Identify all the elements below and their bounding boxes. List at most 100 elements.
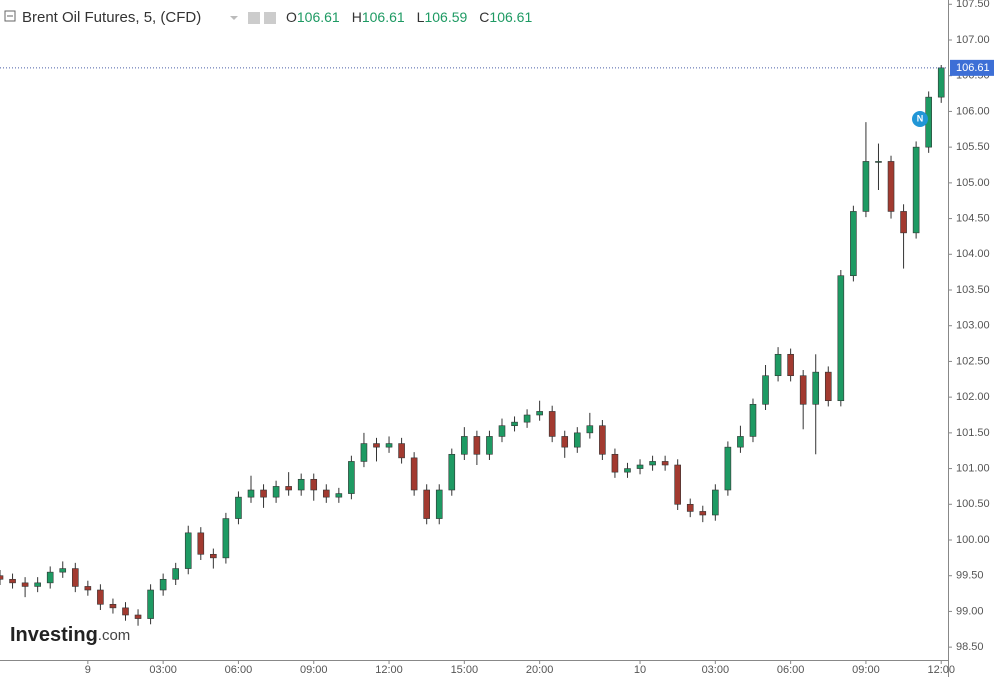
candle-body [34, 582, 41, 587]
x-tick-label: 03:00 [702, 664, 730, 676]
candle-body [573, 432, 581, 448]
candle-body [322, 489, 330, 498]
y-tick-label: 103.50 [956, 284, 990, 296]
candle-body [210, 553, 217, 559]
y-tick-label: 100.00 [956, 534, 990, 546]
candle-body [84, 586, 92, 591]
candle-body [59, 568, 67, 573]
candle-body [184, 532, 192, 569]
candle-body [774, 353, 782, 377]
candle-body [172, 568, 179, 580]
y-axis-panel [948, 0, 994, 677]
candle-body [272, 486, 280, 498]
x-tick-label: 06:00 [225, 664, 253, 676]
candle-body [611, 453, 619, 473]
candle-body [875, 161, 882, 163]
x-tick-label: 03:00 [149, 664, 177, 676]
candle-body [122, 607, 129, 616]
candle-body [548, 411, 556, 437]
x-axis-panel [0, 660, 994, 677]
candle-body [109, 603, 117, 609]
y-tick-label: 101.00 [956, 462, 990, 474]
candle-body [674, 464, 681, 505]
candle-body [712, 489, 719, 516]
candle-body [636, 464, 644, 469]
candle-body [222, 518, 230, 559]
candle-body [536, 411, 543, 416]
chart-title: Brent Oil Futures, 5, (CFD) [22, 9, 201, 26]
y-tick-label: 106.00 [956, 105, 990, 117]
candle-body [762, 375, 769, 405]
candle-body [373, 443, 380, 448]
x-tick-label: 15:00 [451, 664, 479, 676]
candle-body [46, 571, 54, 584]
candle-body [134, 614, 142, 619]
y-tick-label: 99.00 [956, 605, 984, 617]
candle-body [498, 425, 506, 437]
settings-icon[interactable] [264, 12, 276, 24]
x-tick-label: 10 [634, 664, 646, 676]
news-badge[interactable] [912, 111, 928, 127]
dropdown-icon[interactable] [230, 16, 238, 20]
candle-body [523, 414, 531, 423]
candle-body [850, 211, 857, 277]
candle-body [348, 461, 355, 494]
candle-body [561, 436, 569, 448]
candle-body [511, 421, 518, 427]
candle-body [649, 461, 656, 466]
ohlc-key: O [286, 9, 297, 25]
candle-body [21, 582, 29, 587]
candle-body [423, 489, 430, 519]
candle-body [787, 353, 794, 377]
candle-body [285, 486, 292, 491]
collapse-icon[interactable] [4, 10, 16, 22]
x-tick-label: 09:00 [300, 664, 328, 676]
candle-body [297, 478, 305, 491]
plot-area [0, 65, 948, 626]
ohlc-value: 106.61 [362, 9, 405, 25]
x-tick-label: 06:00 [777, 664, 805, 676]
candle-body [335, 493, 343, 498]
ohlc-key: H [352, 9, 362, 25]
ohlc-legend: O106.61 H106.61 L106.59 C106.61 [286, 9, 532, 25]
candle-body [0, 575, 4, 580]
y-tick-label: 104.00 [956, 248, 990, 260]
ohlc-value: 106.61 [489, 9, 532, 25]
candle-body [812, 371, 820, 405]
x-tick-label: 20:00 [526, 664, 554, 676]
candle-body [912, 146, 920, 234]
news-badge-label: N [917, 113, 924, 123]
candle-body [235, 496, 242, 519]
candle-body [247, 489, 255, 498]
y-tick-label: 105.50 [956, 141, 990, 153]
candle-body [624, 468, 631, 473]
candle-body [686, 503, 694, 512]
candle-body [260, 489, 267, 498]
candle-body [385, 443, 393, 448]
y-tick-label: 102.00 [956, 391, 990, 403]
logo: Investing.com [10, 624, 130, 646]
candle-body [799, 375, 807, 405]
candle-body [360, 443, 368, 462]
candle-body [71, 568, 79, 587]
candle-body [398, 443, 405, 459]
candle-body [310, 478, 318, 491]
candle-body [159, 578, 167, 591]
candle-body [824, 371, 832, 402]
candle-body [937, 67, 945, 98]
candle-body [473, 436, 481, 455]
candle-body [9, 578, 16, 584]
ohlc-value: 106.59 [424, 9, 467, 25]
eye-icon[interactable] [248, 12, 260, 24]
candle-body [461, 436, 468, 455]
y-tick-label: 104.50 [956, 212, 990, 224]
ohlc-key: C [479, 9, 489, 25]
candle-body [197, 532, 205, 555]
candle-body [448, 453, 456, 491]
candle-body [749, 403, 757, 437]
last-price-label: 106.61 [956, 62, 990, 74]
y-tick-label: 105.00 [956, 177, 990, 189]
last-price-tag [950, 59, 994, 76]
logo-name: Investing [10, 624, 98, 646]
